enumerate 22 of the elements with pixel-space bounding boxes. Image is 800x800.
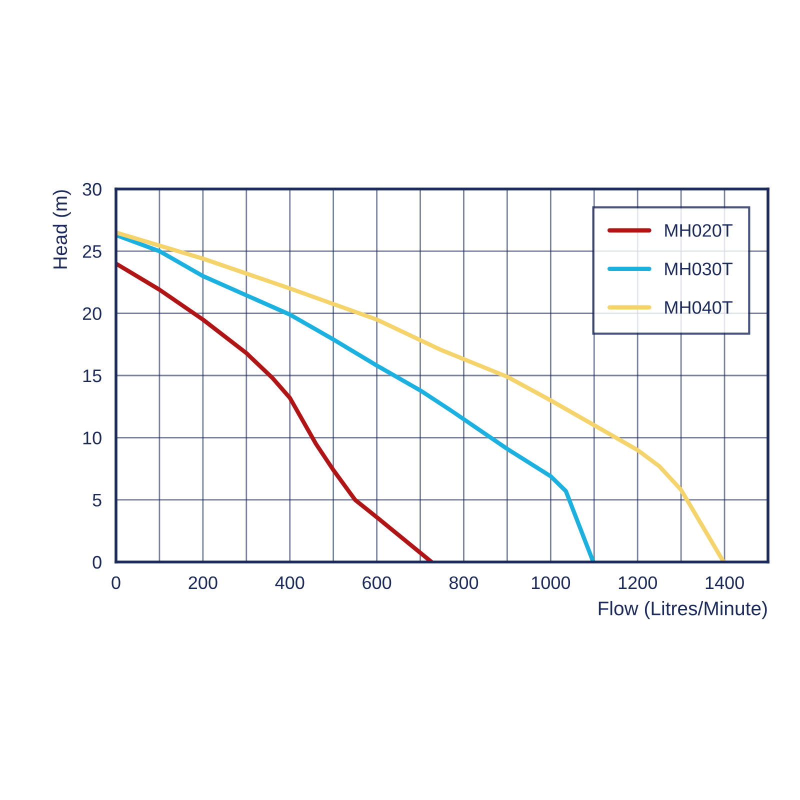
x-axis-title: Flow (Litres/Minute) bbox=[598, 601, 767, 620]
y-tick-label: 5 bbox=[92, 494, 102, 507]
x-tick-label: 800 bbox=[449, 576, 478, 590]
y-axis-title: Head (m) bbox=[52, 190, 71, 268]
x-tick-label: 200 bbox=[188, 576, 218, 590]
y-tick-label: 0 bbox=[92, 556, 102, 569]
x-tick-label: 0 bbox=[112, 576, 120, 590]
line-series bbox=[116, 262, 434, 562]
y-tick-label: 20 bbox=[82, 307, 102, 320]
x-tick-label: 1000 bbox=[532, 576, 570, 590]
x-tick-label: 1200 bbox=[618, 576, 657, 590]
legend-label: MH020T bbox=[665, 224, 733, 237]
legend-label: MH040T bbox=[665, 301, 733, 314]
y-tick-label: 15 bbox=[83, 370, 102, 382]
line-series bbox=[116, 232, 596, 562]
y-tick-label: 10 bbox=[83, 432, 102, 444]
y-tick-label: 30 bbox=[82, 182, 102, 196]
legend-label: MH030T bbox=[665, 262, 733, 276]
y-tick-label: 25 bbox=[82, 245, 102, 258]
x-tick-label: 1400 bbox=[706, 576, 744, 590]
x-tick-label: 600 bbox=[362, 576, 392, 590]
x-tick-label: 400 bbox=[275, 576, 304, 590]
